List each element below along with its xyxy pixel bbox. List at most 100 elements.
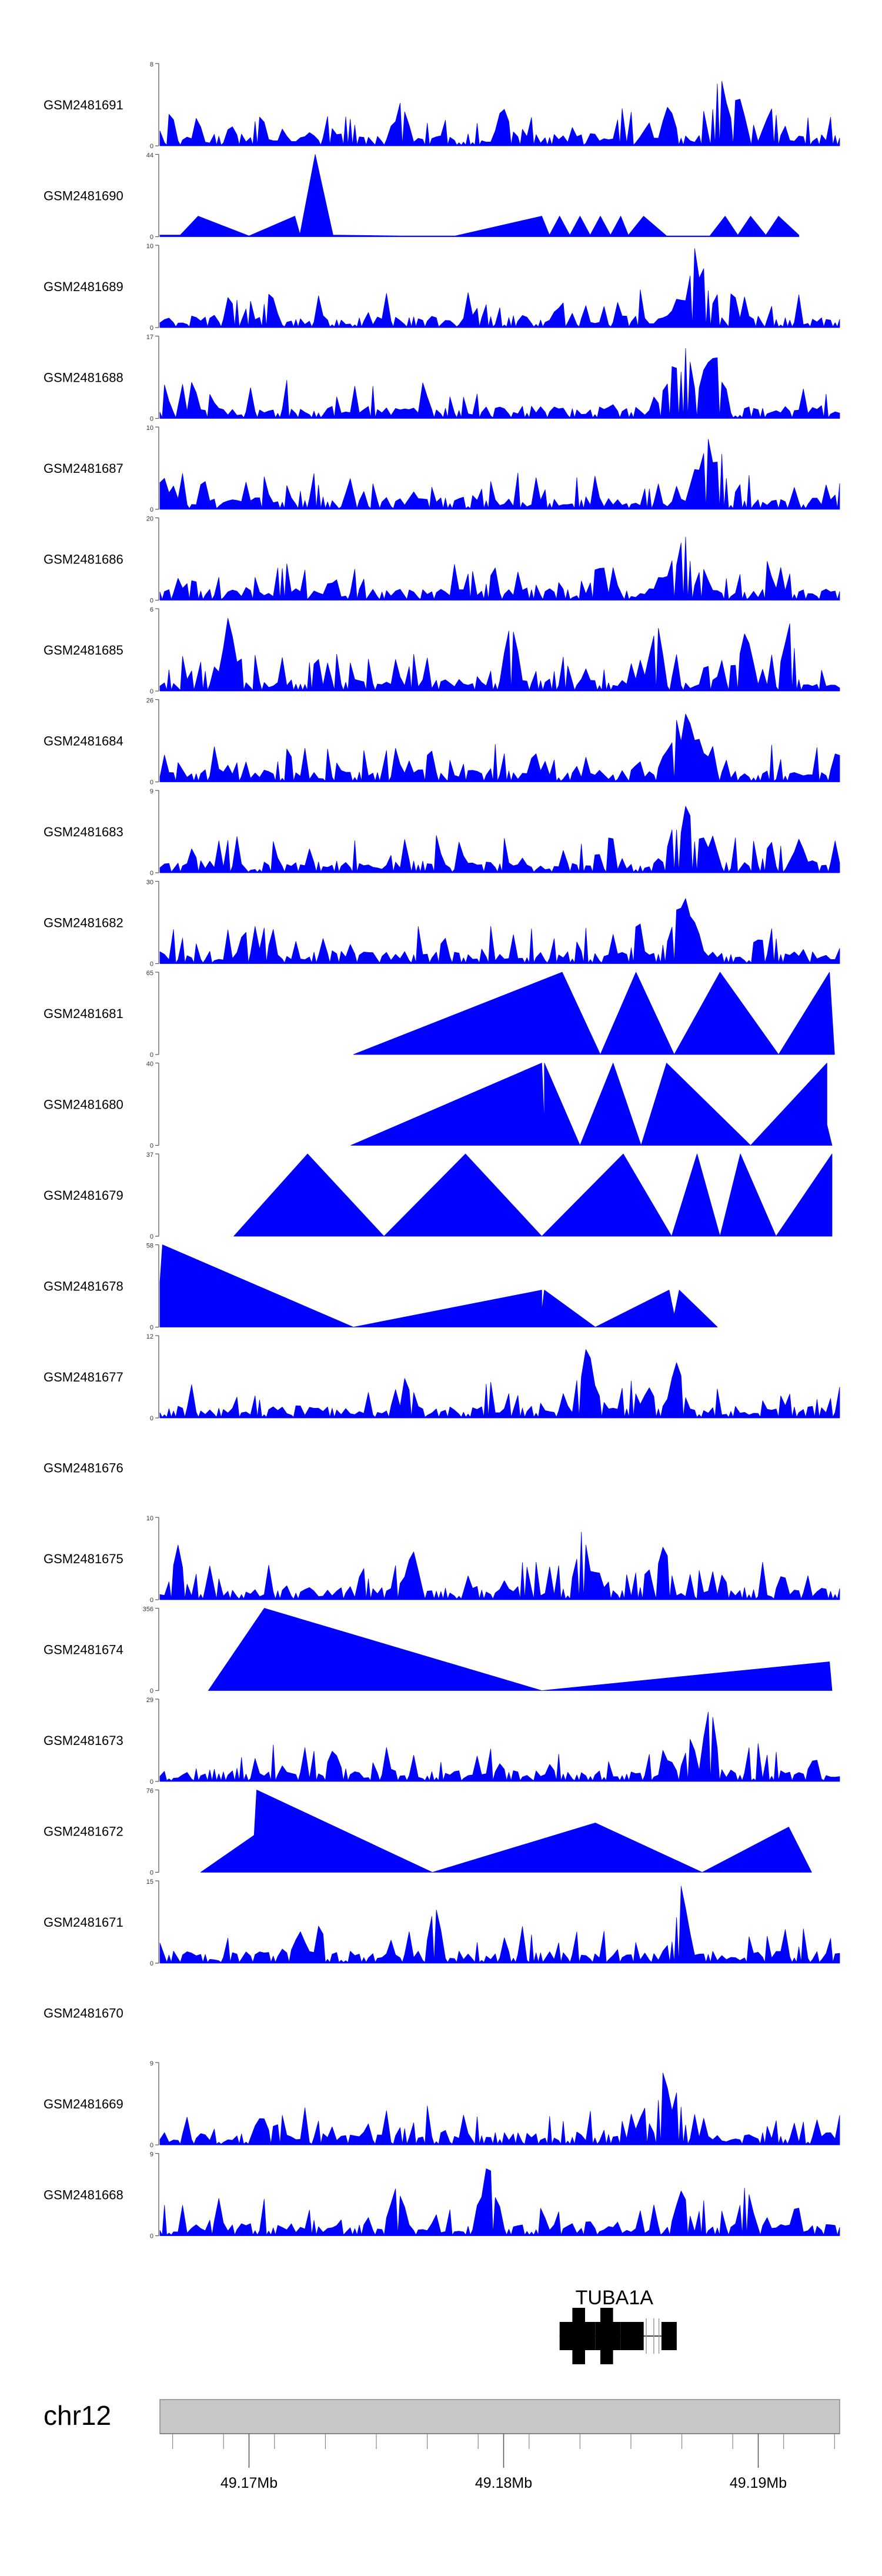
coverage-area bbox=[159, 1886, 840, 1964]
track-GSM2481682: GSM2481682 30 0 bbox=[44, 879, 840, 968]
y-min-label: 0 bbox=[150, 2233, 153, 2240]
y-max-label: 9 bbox=[150, 2151, 153, 2158]
coverage-area bbox=[159, 348, 840, 419]
y-max-label: 44 bbox=[146, 152, 153, 159]
axis-tick-label: 49.17Mb bbox=[220, 2475, 278, 2491]
y-axis: 17 0 bbox=[146, 334, 159, 423]
y-min-label: 0 bbox=[150, 2142, 153, 2149]
y-min-label: 0 bbox=[150, 1143, 153, 1150]
y-axis: 356 0 bbox=[143, 1606, 159, 1695]
track-GSM2481690: GSM2481690 44 0 bbox=[44, 152, 800, 241]
y-max-label: 9 bbox=[150, 788, 153, 795]
coverage-area bbox=[159, 1711, 840, 1782]
track-label: GSM2481689 bbox=[44, 279, 123, 294]
y-min-label: 0 bbox=[150, 506, 153, 513]
y-axis: 15 0 bbox=[146, 1878, 159, 1967]
y-max-label: 26 bbox=[146, 698, 153, 705]
y-axis: 40 0 bbox=[146, 1061, 159, 1150]
coverage-area bbox=[200, 1790, 812, 1873]
coverage-area bbox=[159, 806, 840, 873]
y-max-label: 6 bbox=[150, 606, 153, 613]
y-max-label: 9 bbox=[150, 2060, 153, 2067]
coverage-area bbox=[159, 81, 840, 146]
track-label: GSM2481668 bbox=[44, 2188, 123, 2203]
y-min-label: 0 bbox=[150, 1233, 153, 1240]
y-axis: 10 0 bbox=[146, 425, 159, 513]
y-min-label: 0 bbox=[150, 1052, 153, 1059]
gene-exon bbox=[600, 2308, 613, 2364]
coverage-area bbox=[233, 1153, 833, 1237]
y-max-label: 17 bbox=[146, 334, 153, 341]
y-min-label: 0 bbox=[150, 416, 153, 423]
y-max-label: 10 bbox=[146, 243, 153, 250]
track-label: GSM2481675 bbox=[44, 1551, 123, 1566]
track-GSM2481673: GSM2481673 29 0 bbox=[44, 1697, 840, 1786]
y-axis: 90 bbox=[150, 2060, 159, 2149]
coverage-area bbox=[159, 1531, 840, 1600]
coverage-area bbox=[350, 1063, 833, 1146]
coverage-area bbox=[159, 2168, 840, 2236]
track-label: GSM2481678 bbox=[44, 1279, 123, 1294]
y-max-label: 65 bbox=[146, 970, 153, 977]
track-label: GSM2481673 bbox=[44, 1733, 123, 1748]
track-label: GSM2481669 bbox=[44, 2097, 123, 2111]
y-axis: 44 0 bbox=[146, 152, 159, 241]
y-axis: 90 bbox=[150, 788, 159, 877]
track-GSM2481685: GSM2481685 6 0 bbox=[44, 606, 840, 695]
y-axis: 12 0 bbox=[146, 1333, 159, 1422]
y-axis: 90 bbox=[150, 2151, 159, 2240]
ideogram-track: chr12 bbox=[44, 2399, 840, 2434]
y-axis: 10 0 bbox=[146, 1515, 159, 1604]
coverage-area bbox=[159, 713, 840, 782]
y-min-label: 0 bbox=[150, 870, 153, 877]
track-GSM2481671: GSM2481671 15 0 bbox=[44, 1878, 840, 1967]
track-GSM2481686: GSM2481686 20 0 bbox=[44, 516, 840, 605]
y-max-label: 356 bbox=[143, 1606, 153, 1613]
coverage-area bbox=[353, 972, 835, 1055]
chromosome-band bbox=[159, 2399, 840, 2434]
y-max-label: 76 bbox=[146, 1788, 153, 1795]
track-label: GSM2481685 bbox=[44, 643, 123, 658]
track-GSM2481684: GSM2481684 26 0 bbox=[44, 698, 840, 786]
y-min-label: 0 bbox=[150, 234, 153, 241]
track-label: GSM2481681 bbox=[44, 1006, 123, 1021]
track-label: GSM2481671 bbox=[44, 1915, 123, 1930]
track-label: GSM2481676 bbox=[44, 1461, 123, 1476]
track-label: GSM2481688 bbox=[44, 371, 123, 385]
gene-exon bbox=[620, 2322, 644, 2350]
track-label: GSM2481679 bbox=[44, 1188, 123, 1203]
coverage-area bbox=[159, 154, 800, 237]
track-label: GSM2481687 bbox=[44, 461, 123, 476]
coverage-area bbox=[159, 618, 840, 692]
y-min-label: 0 bbox=[150, 1597, 153, 1604]
y-max-label: 15 bbox=[146, 1878, 153, 1886]
y-min-label: 0 bbox=[150, 1778, 153, 1786]
y-max-label: 30 bbox=[146, 879, 153, 886]
y-min-label: 0 bbox=[150, 1960, 153, 1967]
y-min-label: 0 bbox=[150, 688, 153, 695]
track-GSM2481680: GSM2481680 40 0 bbox=[44, 1061, 833, 1150]
y-min-label: 0 bbox=[150, 1415, 153, 1422]
coverage-area bbox=[159, 1349, 840, 1419]
track-GSM2481674: GSM2481674 356 0 bbox=[44, 1606, 833, 1695]
y-min-label: 0 bbox=[150, 961, 153, 968]
y-min-label: 0 bbox=[150, 1870, 153, 1877]
y-max-label: 10 bbox=[146, 425, 153, 432]
track-label: GSM2481680 bbox=[44, 1097, 123, 1112]
y-max-label: 12 bbox=[146, 1333, 153, 1340]
track-GSM2481687: GSM2481687 10 0 bbox=[44, 425, 840, 513]
y-min-label: 0 bbox=[150, 143, 153, 150]
track-label: GSM2481684 bbox=[44, 734, 123, 749]
y-max-label: 10 bbox=[146, 1515, 153, 1522]
axis-tick-label: 49.19Mb bbox=[730, 2475, 787, 2491]
genome-axis: 49.17Mb 49.18Mb 49.19Mb bbox=[160, 2433, 840, 2491]
track-GSM2481676: GSM2481676 bbox=[44, 1461, 123, 1476]
y-axis: 58 0 bbox=[146, 1243, 159, 1332]
track-label: GSM2481682 bbox=[44, 916, 123, 930]
y-axis: 80 bbox=[150, 61, 159, 150]
track-label: GSM2481674 bbox=[44, 1643, 123, 1657]
gene-track: TUBA1A bbox=[559, 2287, 677, 2364]
y-axis: 20 0 bbox=[146, 516, 159, 605]
